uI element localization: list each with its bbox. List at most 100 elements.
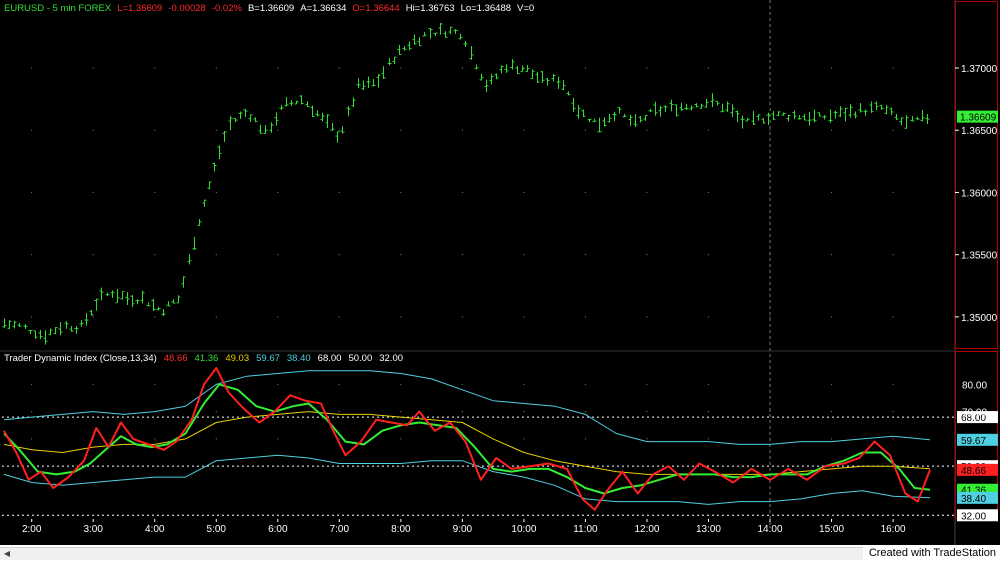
grid-dot <box>154 254 156 256</box>
grid-dot <box>461 129 463 131</box>
grid-dot <box>277 383 279 385</box>
grid-dot <box>31 316 33 318</box>
grid-dot <box>707 411 710 413</box>
grid-dot <box>892 411 894 413</box>
grid-dot <box>646 254 648 256</box>
time-tick-label: 4:00 <box>145 524 165 535</box>
scroll-left-arrow-icon[interactable]: ◀ <box>3 549 11 558</box>
grid-dot <box>31 254 33 256</box>
grid-dot <box>830 316 833 318</box>
grid-dot <box>31 67 33 69</box>
grid-dot <box>277 254 279 256</box>
indicator-title: Trader Dynamic Index (Close,13,34) <box>4 353 157 364</box>
credit-label: Created with TradeStation <box>862 545 996 561</box>
last-value-label: 48.66 <box>961 466 986 477</box>
grid-dot <box>31 438 33 440</box>
grid-dot <box>400 129 402 131</box>
grid-dot <box>707 254 710 256</box>
grid-dot <box>523 191 525 194</box>
grid-dot <box>646 67 648 69</box>
grid-dot <box>154 383 156 385</box>
price-header: EURUSD - 5 min FOREX L=1.36609 -0.00028 -0.… <box>4 3 534 14</box>
indicator-value: 50.00 <box>348 353 372 364</box>
grid-dot <box>830 129 833 131</box>
grid-dot <box>400 191 402 194</box>
grid-dot <box>707 438 710 440</box>
grid-dot <box>154 316 156 318</box>
quote-item: -0.02% <box>212 3 243 14</box>
quote-item: B=1.36609 <box>248 3 294 14</box>
quote-item: V=0 <box>517 3 534 14</box>
grid-dot <box>830 411 833 413</box>
grid-dot <box>523 438 525 440</box>
grid-dot <box>892 438 894 440</box>
grid-dot <box>646 411 648 413</box>
grid-dot <box>892 129 894 131</box>
grid-dot <box>584 383 587 385</box>
grid-dot <box>31 191 33 194</box>
symbol-label: EURUSD - 5 min FOREX <box>4 3 112 14</box>
grid-dot <box>584 129 587 131</box>
quote-item: Lo=1.36488 <box>461 3 511 14</box>
grid-dot <box>646 316 648 318</box>
indicator-tick-label: 70.00 <box>962 408 987 419</box>
time-tick-label: 14:00 <box>758 524 783 535</box>
grid-dot <box>461 316 463 318</box>
time-tick-label: 6:00 <box>268 524 288 535</box>
grid-dot <box>92 316 94 318</box>
grid-dot <box>461 191 463 194</box>
grid-dot <box>769 316 771 318</box>
price-tick-label: 1.35000 <box>961 313 998 324</box>
grid-dot <box>92 191 94 194</box>
grid-dot <box>277 191 279 194</box>
grid-dot <box>461 254 463 256</box>
grid-dot <box>461 67 463 69</box>
grid-dot <box>830 438 833 440</box>
time-tick-label: 13:00 <box>696 524 721 535</box>
grid-dot <box>707 129 710 131</box>
grid-dot <box>892 254 894 256</box>
grid-dot <box>215 411 217 413</box>
time-tick-label: 15:00 <box>819 524 844 535</box>
grid-dot <box>154 129 156 131</box>
indicator-tick-label: 80.00 <box>962 380 987 391</box>
grid-dot <box>92 67 94 69</box>
grid-dot <box>892 316 894 318</box>
grid-dot <box>400 411 402 413</box>
grid-dot <box>277 438 279 440</box>
grid-dot <box>707 383 710 385</box>
price-tick-label: 1.35500 <box>961 251 998 262</box>
grid-dot <box>400 383 402 385</box>
grid-dot <box>769 129 771 131</box>
grid-dot <box>92 129 94 131</box>
grid-dot <box>92 383 94 385</box>
price-tick-label: 1.37000 <box>961 64 998 75</box>
time-tick-label: 2:00 <box>22 524 42 535</box>
grid-dot <box>338 383 340 385</box>
last-value-box <box>957 463 998 476</box>
last-value-label: 38.40 <box>961 494 986 505</box>
grid-dot <box>584 316 587 318</box>
price-bars <box>2 22 930 345</box>
quote-item: L=1.36609 <box>117 3 162 14</box>
grid-dot <box>523 254 525 256</box>
chart-window[interactable]: 1.37000 1.36500 1.36000 1.35500 1.35000 1.366… <box>0 0 1000 545</box>
grid-dot <box>215 67 217 69</box>
grid-dot <box>584 67 587 69</box>
grid-dot <box>707 191 710 194</box>
time-tick-label: 8:00 <box>391 524 411 535</box>
grid-dot <box>215 316 217 318</box>
quote-item: A=1.36634 <box>300 3 346 14</box>
grid-dot <box>584 438 587 440</box>
indicator-value: 41.36 <box>195 353 219 364</box>
grid-dot <box>338 411 340 413</box>
level-label: 32.00 <box>961 511 986 522</box>
grid-dot <box>215 129 217 131</box>
horizontal-scrollbar[interactable]: ◀ <box>0 547 984 560</box>
level-label: 68.00 <box>961 413 986 424</box>
grid-dot <box>400 67 402 69</box>
time-tick-label: 5:00 <box>207 524 227 535</box>
price-tick-label: 1.36000 <box>961 188 998 199</box>
grid-dot <box>830 383 833 385</box>
chart-canvas[interactable]: 1.37000 1.36500 1.36000 1.35500 1.35000 1.366… <box>0 0 1000 545</box>
